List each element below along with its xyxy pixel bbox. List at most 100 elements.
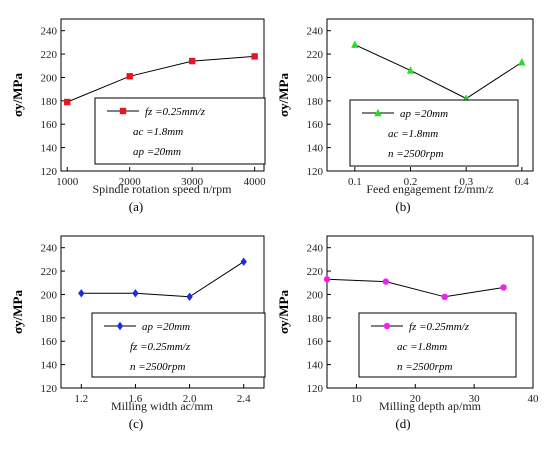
x-tick-label: 10 [351,393,363,405]
legend-entry: ap =20mm [400,108,448,120]
y-tick-label: 240 [307,26,324,38]
y-tick-label: 120 [41,383,58,395]
y-axis-label: σy/MPa [10,73,25,117]
y-tick-label: 160 [307,336,324,348]
plot-frame [60,18,265,172]
chart-panel-3: 120 140 160 180 200 220 240 1.2 1.6 2.0 2.4 ap =20m… [10,235,266,431]
x-tick-label: 2.0 [183,393,197,405]
data-point [64,98,71,106]
x-tick-label: 1.6 [129,393,143,405]
x-tick-label: 2000 [119,176,142,188]
series-line [67,55,255,103]
y-axis-label: σy/MPa [276,290,291,334]
y-tick-label: 120 [41,166,58,178]
y-tick-label: 200 [41,72,58,84]
y-tick-label: 200 [41,289,58,301]
chart-panel-2: 120 140 160 180 200 220 240 0.1 0.2 0.3 0.4 ap =20m… [276,18,534,214]
y-tick-label: 180 [41,96,58,108]
plot-frame [60,235,265,389]
x-tick-label: 3000 [181,176,204,188]
y-tick-label: 200 [307,289,324,301]
y-tick-label: 120 [307,383,324,395]
y-tick-label: 200 [307,72,324,84]
x-tick-label: 2.4 [237,393,251,405]
y-tick-label: 160 [41,336,58,348]
x-tick-label: 0.4 [515,176,529,188]
legend-marker [116,321,124,331]
legend-entry: ap =20mm [142,321,190,333]
y-tick-label: 220 [307,49,324,61]
x-tick-label: 0.1 [348,176,362,188]
y-tick-label: 140 [41,360,58,372]
data-point [240,257,247,266]
y-tick-label: 160 [41,119,58,131]
legend-marker [119,107,127,115]
x-axis-label: Milling width ac/mm [111,399,214,413]
legend-entry: ac =1.8mm [397,341,447,353]
legend-marker [383,322,391,330]
legend-marker [374,108,382,117]
x-tick-label: 0.3 [459,176,473,188]
x-axis-label: Feed engagement fz/mm/z [366,182,493,196]
data-point [406,66,415,74]
y-tick-label: 220 [41,49,58,61]
x-axis-label: Milling depth ap/mm [379,399,482,413]
data-point [188,57,196,65]
y-tick-label: 180 [307,313,324,325]
y-tick-label: 140 [307,360,324,372]
x-tick-label: 1000 [56,176,79,188]
legend-entry: fz =0.25mm/z [130,341,191,353]
data-point [132,289,139,298]
x-tick-label: 20 [410,393,422,405]
chart-panel-1: 120 140 160 180 200 220 240 1000 2000 3000 4000 fz … [10,18,267,214]
data-point [382,278,390,285]
panel-label: (b) [395,199,410,214]
x-tick-label: 40 [528,393,540,405]
data-point [126,73,133,80]
legend-entry: n =2500rpm [397,361,452,373]
y-axis-label: σy/MPa [276,73,291,117]
y-tick-label: 240 [41,26,58,38]
data-point [518,58,526,66]
legend-entry: ap =20mm [133,146,181,158]
y-tick-label: 140 [41,143,58,155]
series-line [326,278,504,298]
plot-frame [326,235,534,389]
y-tick-label: 220 [307,266,324,278]
data-point [78,289,85,298]
panel-label: (c) [129,416,143,431]
y-tick-label: 140 [307,143,324,155]
y-tick-label: 240 [307,243,324,255]
x-axis-label: Spindle rotation speed n/rpm [93,182,233,196]
legend-entry: ac =1.8mm [388,128,438,140]
series-line [81,261,244,298]
chart-panel-4: 120 140 160 180 200 220 240 10 20 30 40 fz =0.25mm/… [276,235,540,431]
x-tick-label: 1.2 [74,393,88,405]
legend-entry: n =2500rpm [388,148,443,160]
x-tick-label: 4000 [244,176,267,188]
series-line [354,44,523,100]
x-tick-label: 30 [469,393,481,405]
y-tick-label: 120 [307,166,324,178]
panel-label: (a) [129,199,143,214]
data-point [323,276,331,283]
x-tick-label: 0.2 [404,176,418,188]
data-point [186,292,193,301]
data-point [351,40,359,48]
y-tick-label: 180 [41,313,58,325]
y-tick-label: 220 [41,266,58,278]
legend-entry: n =2500rpm [130,361,185,373]
panel-label: (d) [395,416,410,431]
y-axis-label: σy/MPa [10,290,25,334]
data-point [441,293,448,300]
legend-entry: ac =1.8mm [133,126,183,138]
y-tick-label: 240 [41,243,58,255]
data-point [500,284,507,291]
data-point [251,53,258,60]
plot-frame [326,18,534,172]
y-tick-label: 160 [307,119,324,131]
legend-entry: fz =0.25mm/z [145,106,206,118]
legend-entry: fz =0.25mm/z [409,321,470,333]
y-tick-label: 180 [307,96,324,108]
